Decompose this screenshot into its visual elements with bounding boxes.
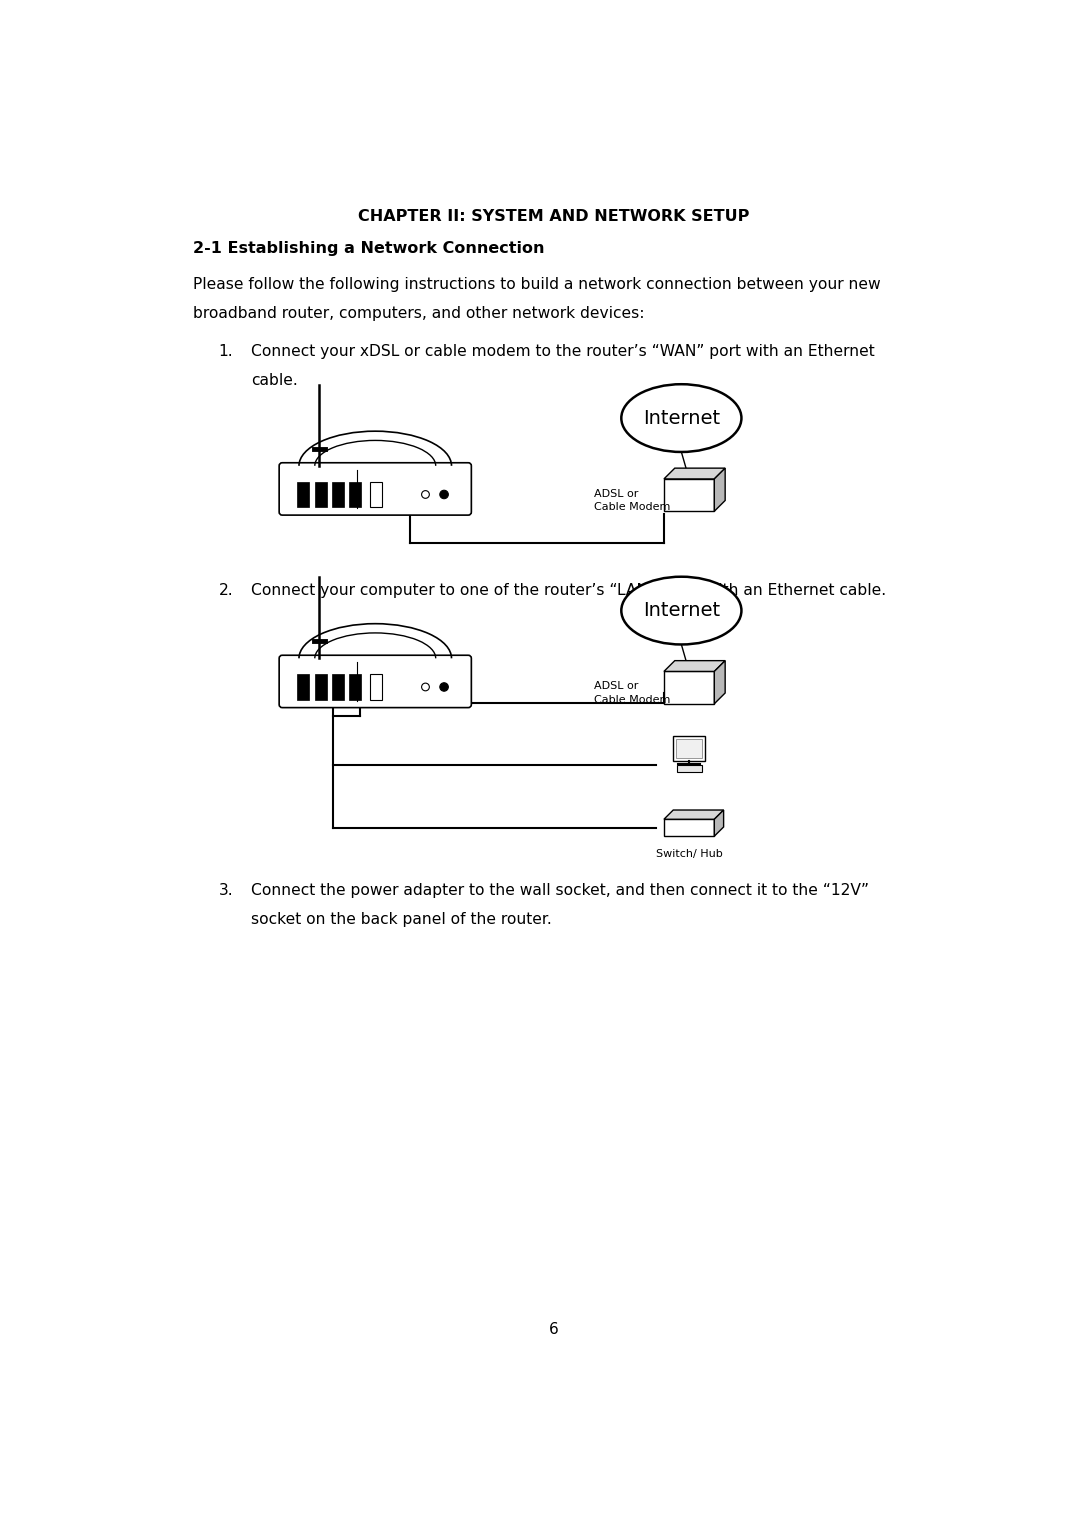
Bar: [350, 675, 362, 699]
Text: ADSL or
Cable Modem: ADSL or Cable Modem: [594, 681, 671, 704]
Text: CHAPTER II: SYSTEM AND NETWORK SETUP: CHAPTER II: SYSTEM AND NETWORK SETUP: [357, 209, 750, 224]
Polygon shape: [664, 661, 725, 672]
Text: Internet: Internet: [643, 409, 720, 428]
Polygon shape: [664, 672, 714, 704]
Ellipse shape: [621, 577, 742, 644]
Bar: [314, 675, 326, 699]
Polygon shape: [714, 661, 725, 704]
Text: 6: 6: [549, 1322, 558, 1338]
Text: 2.: 2.: [218, 583, 233, 599]
Polygon shape: [664, 820, 714, 837]
Circle shape: [440, 490, 448, 499]
Text: Switch/ Hub: Switch/ Hub: [656, 849, 723, 860]
Circle shape: [421, 683, 430, 690]
Polygon shape: [664, 809, 724, 820]
Text: Internet: Internet: [643, 602, 720, 620]
FancyBboxPatch shape: [279, 655, 471, 707]
Text: Connect the power adapter to the wall socket, and then connect it to the “12V”: Connect the power adapter to the wall so…: [252, 883, 869, 898]
Text: 2-1 Establishing a Network Connection: 2-1 Establishing a Network Connection: [193, 241, 544, 257]
Bar: [370, 675, 382, 699]
Bar: [314, 483, 326, 507]
Polygon shape: [714, 809, 724, 837]
Bar: [297, 675, 309, 699]
Text: socket on the back panel of the router.: socket on the back panel of the router.: [252, 913, 552, 927]
Text: Connect your computer to one of the router’s “LAN” ports with an Ethernet cable.: Connect your computer to one of the rout…: [252, 583, 887, 599]
FancyBboxPatch shape: [279, 463, 471, 515]
Polygon shape: [714, 469, 725, 512]
Circle shape: [421, 490, 430, 498]
Text: 3.: 3.: [218, 883, 233, 898]
Bar: [297, 483, 309, 507]
Bar: [673, 736, 705, 760]
Polygon shape: [664, 469, 725, 479]
Text: broadband router, computers, and other network devices:: broadband router, computers, and other n…: [193, 307, 645, 322]
Text: Connect your xDSL or cable modem to the router’s “WAN” port with an Ethernet: Connect your xDSL or cable modem to the …: [252, 344, 875, 359]
Text: cable.: cable.: [252, 374, 298, 388]
Circle shape: [440, 683, 448, 692]
Bar: [676, 739, 702, 757]
Bar: [350, 483, 362, 507]
Bar: [677, 765, 702, 771]
Bar: [370, 483, 382, 507]
Bar: [332, 675, 345, 699]
Text: Please follow the following instructions to build a network connection between y: Please follow the following instructions…: [193, 278, 881, 292]
Text: ADSL or
Cable Modem: ADSL or Cable Modem: [594, 489, 671, 512]
Polygon shape: [664, 479, 714, 512]
Ellipse shape: [621, 385, 742, 452]
Text: 1.: 1.: [218, 344, 233, 359]
Bar: [332, 483, 345, 507]
